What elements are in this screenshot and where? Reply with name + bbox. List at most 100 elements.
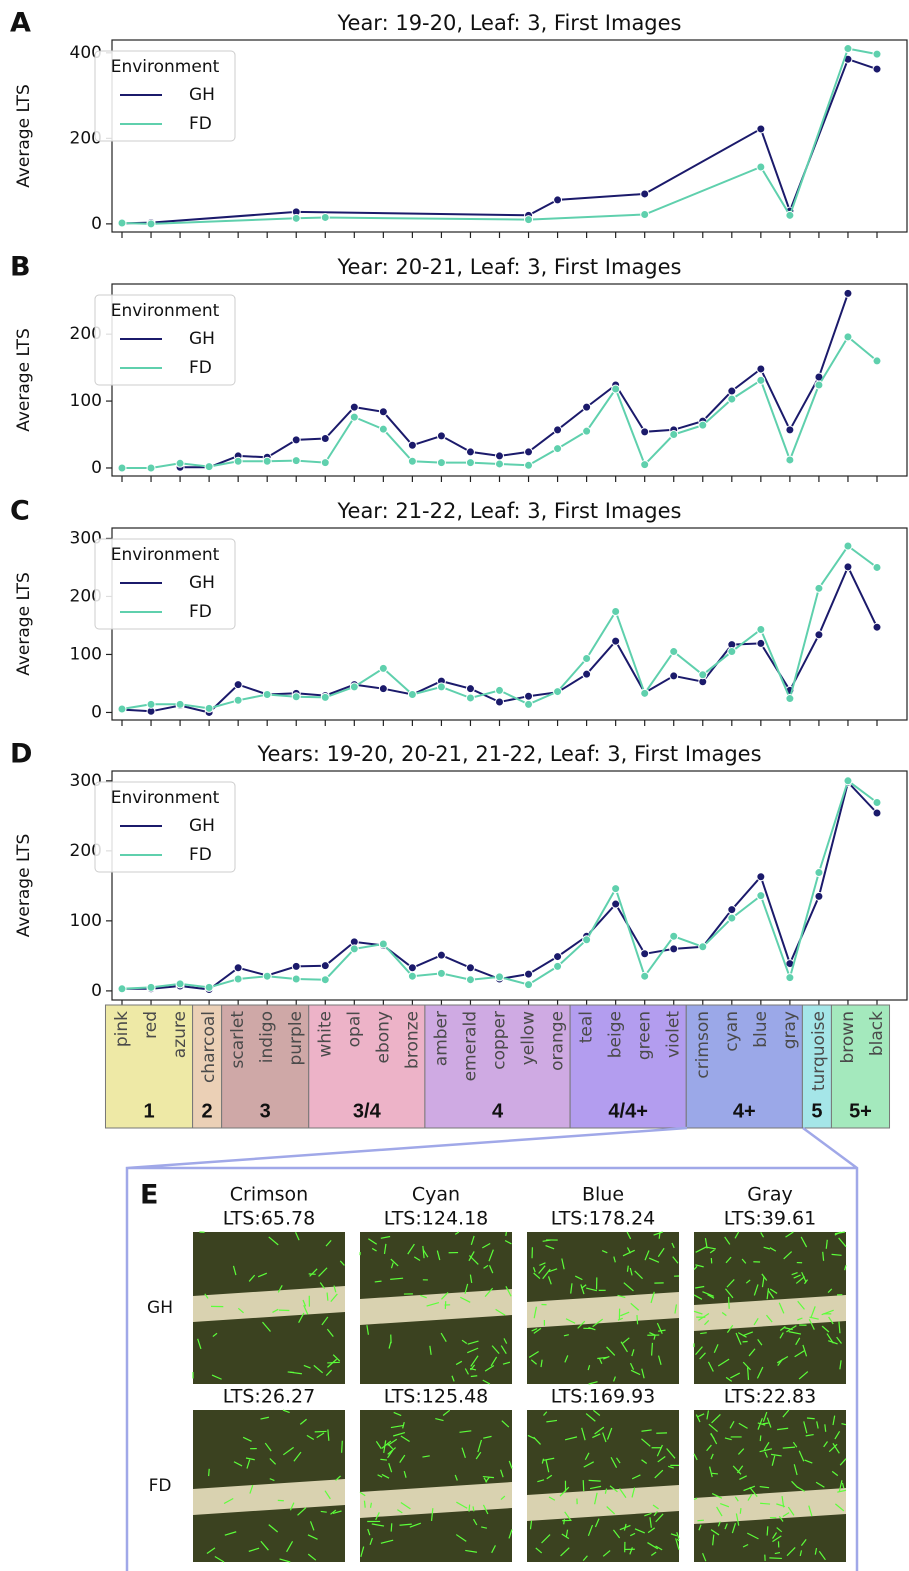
- data-point: [669, 647, 679, 657]
- trichome: [333, 1285, 337, 1293]
- lts-label: LTS:65.78: [223, 1208, 315, 1230]
- data-point: [553, 425, 563, 435]
- trichome: [564, 1511, 572, 1522]
- leaf-image: [527, 1231, 680, 1385]
- data-point: [204, 462, 214, 472]
- category-label: pink: [112, 1011, 132, 1047]
- data-point: [582, 426, 592, 436]
- data-point: [582, 402, 592, 412]
- leaf-image: [359, 1409, 513, 1562]
- trichome: [380, 1458, 388, 1461]
- trichome: [672, 1256, 679, 1264]
- trichome: [302, 1299, 307, 1307]
- trichome: [795, 1276, 805, 1284]
- data-point: [465, 458, 475, 468]
- trichome: [272, 1308, 279, 1313]
- leaf-image: [693, 1409, 847, 1562]
- trichome: [656, 1322, 663, 1334]
- trichome: [631, 1349, 635, 1357]
- trichome: [535, 1547, 543, 1554]
- data-point: [233, 456, 243, 466]
- trichome: [791, 1480, 799, 1488]
- category-label: turquoise: [809, 1011, 829, 1091]
- data-point: [117, 984, 127, 994]
- trichome: [588, 1479, 601, 1482]
- trichome: [461, 1447, 466, 1458]
- legend-label: GH: [189, 85, 215, 105]
- trichome: [388, 1463, 393, 1473]
- trichome: [630, 1532, 636, 1537]
- trichome: [831, 1253, 842, 1256]
- trichome: [657, 1456, 666, 1463]
- trichome: [650, 1291, 655, 1304]
- trichome: [204, 1293, 209, 1299]
- data-point: [640, 971, 650, 981]
- legend-label: FD: [189, 114, 212, 134]
- leaf-image: [527, 1409, 680, 1562]
- group-label: 2: [202, 1100, 213, 1122]
- trichome: [745, 1279, 751, 1284]
- trichome: [245, 1457, 255, 1461]
- trichome: [815, 1481, 825, 1488]
- category-group: [685, 1004, 803, 1129]
- group-label: 5: [811, 1100, 822, 1122]
- data-point: [436, 968, 446, 978]
- trichome: [706, 1410, 710, 1420]
- data-point: [524, 969, 534, 979]
- trichome: [531, 1328, 538, 1332]
- trichome: [451, 1375, 455, 1382]
- trichome: [467, 1340, 479, 1345]
- trichome: [481, 1526, 488, 1529]
- trichome: [214, 1556, 225, 1563]
- y-tick-label: 200: [70, 841, 102, 861]
- data-point: [524, 980, 534, 990]
- data-point: [611, 884, 621, 894]
- trichome: [368, 1238, 378, 1245]
- category-label: white: [315, 1011, 335, 1058]
- trichome: [814, 1547, 818, 1555]
- trichome: [666, 1448, 676, 1459]
- trichome: [797, 1300, 805, 1310]
- trichome: [563, 1518, 566, 1525]
- trichome: [211, 1374, 222, 1380]
- data-point: [524, 691, 534, 701]
- trichome: [547, 1276, 552, 1285]
- trichome: [631, 1474, 641, 1480]
- trichome: [464, 1368, 469, 1375]
- trichome: [455, 1534, 467, 1542]
- chart-title: Year: 19-20, Leaf: 3, First Images: [336, 11, 681, 35]
- trichome: [741, 1258, 747, 1264]
- trichome: [320, 1510, 327, 1513]
- trichome: [592, 1318, 604, 1328]
- data-point: [872, 798, 882, 808]
- trichome: [756, 1366, 764, 1379]
- trichome: [734, 1231, 740, 1239]
- trichome: [676, 1531, 680, 1539]
- leaf-vein: [360, 1289, 512, 1325]
- data-point: [553, 687, 563, 697]
- data-point: [872, 622, 882, 632]
- trichome: [585, 1413, 596, 1422]
- trichome: [429, 1345, 432, 1355]
- trichome: [675, 1538, 680, 1550]
- leaf-vein: [193, 1479, 345, 1515]
- data-point: [291, 213, 301, 223]
- trichome: [306, 1434, 315, 1441]
- trichome: [828, 1443, 838, 1453]
- data-point: [349, 682, 359, 692]
- data-point: [407, 971, 417, 981]
- trichome: [298, 1312, 305, 1323]
- data-point: [553, 195, 563, 205]
- data-point: [843, 332, 853, 342]
- trichome: [420, 1294, 427, 1299]
- trichome: [762, 1422, 769, 1425]
- trichome: [289, 1371, 302, 1375]
- trichome: [505, 1286, 512, 1297]
- trichome: [606, 1506, 616, 1515]
- data-point: [640, 209, 650, 219]
- trichome: [440, 1332, 447, 1343]
- trichome: [326, 1328, 334, 1338]
- y-tick-label: 100: [70, 911, 102, 931]
- trichome: [706, 1444, 712, 1452]
- trichome: [761, 1276, 765, 1288]
